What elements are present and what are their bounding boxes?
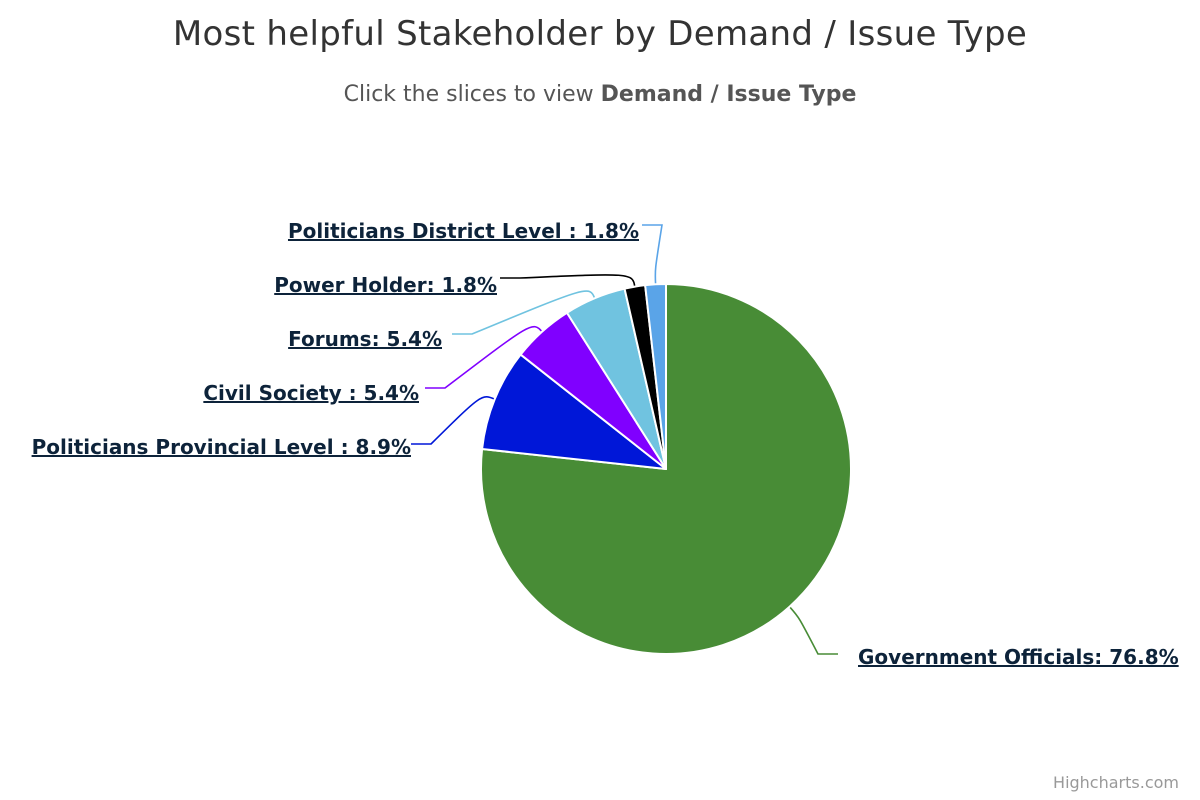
credits-link[interactable]: Highcharts.com (1053, 773, 1179, 792)
chart-title: Most helpful Stakeholder by Demand / Iss… (172, 14, 1028, 54)
subtitle-prefix: Click the slices to view (343, 82, 601, 107)
data-label-civil-society[interactable]: Civil Society : 5.4% (203, 381, 419, 405)
pie-slice-government-officials[interactable] (480, 283, 852, 655)
data-label-forums[interactable]: Forums: 5.4% (288, 327, 442, 351)
data-label-power-holder[interactable]: Power Holder: 1.8% (274, 273, 497, 297)
pie-slice-politicians-provincial-level[interactable] (481, 353, 667, 470)
connector-lines (411, 224, 838, 655)
pie-slices (480, 283, 852, 655)
connector-politicians-provincial-level (411, 396, 496, 445)
subtitle-emphasis: Demand / Issue Type (600, 82, 857, 107)
slice-labels: Government Officials: 76.8% Politicians P… (32, 219, 1179, 669)
data-label-politicians-district-level[interactable]: Politicians District Level : 1.8% (288, 219, 639, 243)
data-label-politicians-provincial-level[interactable]: Politicians Provincial Level : 8.9% (32, 435, 411, 459)
connector-government-officials (788, 606, 838, 655)
connector-forums (452, 290, 596, 335)
data-label-government-officials[interactable]: Government Officials: 76.8% (858, 645, 1179, 669)
connector-power-holder (500, 274, 636, 287)
pie-slice-politicians-district-level[interactable] (644, 283, 667, 470)
connector-politicians-district-level (642, 224, 663, 285)
connector-civil-society (425, 325, 543, 389)
chart-subtitle: Click the slices to view Demand / Issue … (0, 82, 1200, 107)
